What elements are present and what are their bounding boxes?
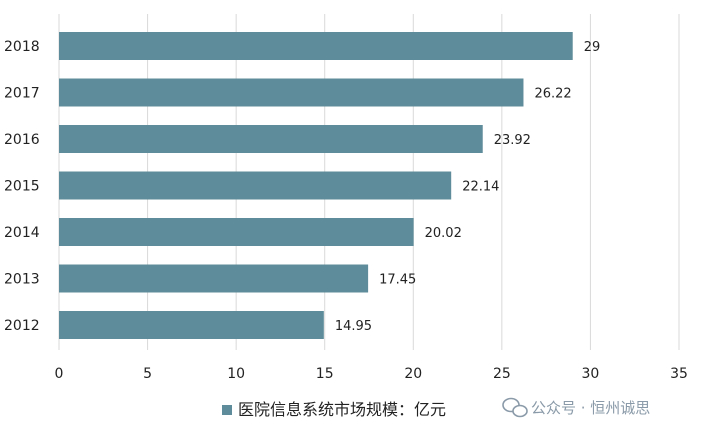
bar-2014 xyxy=(59,218,414,246)
legend: 医院信息系统市场规模：亿元 xyxy=(222,400,446,419)
source-watermark-text: 公众号 · 恒州诚思 xyxy=(531,399,650,417)
source-watermark: 公众号 · 恒州诚思 xyxy=(502,397,650,418)
label-layer: 29 26.22 23.92 22.14 20.02 17.45 14.95 xyxy=(335,40,600,334)
x-tick-label: 20 xyxy=(404,366,422,382)
y-tick-label-2018: 2018 xyxy=(4,39,40,55)
x-tick-label: 35 xyxy=(670,366,688,382)
y-tick-label-2015: 2015 xyxy=(4,179,40,195)
bar-layer xyxy=(59,32,573,339)
bar-2013 xyxy=(59,264,369,293)
data-label-2017: 26.22 xyxy=(534,87,571,102)
y-tick-label-2016: 2016 xyxy=(4,132,40,148)
bar-2015 xyxy=(59,171,452,200)
bar-2017 xyxy=(59,78,524,107)
legend-label: 医院信息系统市场规模：亿元 xyxy=(238,400,446,419)
data-label-2013: 17.45 xyxy=(379,273,416,288)
x-axis: 0 5 10 15 20 25 30 35 xyxy=(55,366,688,382)
legend-marker xyxy=(222,405,232,415)
y-axis: 2018 2017 2016 2015 2014 2013 2012 xyxy=(4,39,40,334)
y-tick-label-2017: 2017 xyxy=(4,86,40,102)
y-tick-label-2012: 2012 xyxy=(4,318,40,334)
data-label-2016: 23.92 xyxy=(494,133,531,148)
y-tick-label-2014: 2014 xyxy=(4,225,40,241)
x-tick-label: 0 xyxy=(55,366,64,382)
x-tick-label: 10 xyxy=(227,366,245,382)
x-tick-label: 30 xyxy=(582,366,600,382)
wechat-icon xyxy=(502,397,528,418)
y-tick-label-2013: 2013 xyxy=(4,272,40,288)
bar-2018 xyxy=(59,32,573,60)
x-tick-label: 25 xyxy=(493,366,511,382)
x-tick-label: 15 xyxy=(316,366,334,382)
bar-2016 xyxy=(59,125,483,153)
data-label-2015: 22.14 xyxy=(462,180,499,195)
data-label-2018: 29 xyxy=(584,40,601,55)
bar-2012 xyxy=(59,311,324,339)
x-tick-label: 5 xyxy=(143,366,152,382)
data-label-2014: 20.02 xyxy=(425,226,462,241)
data-label-2012: 14.95 xyxy=(335,319,372,334)
